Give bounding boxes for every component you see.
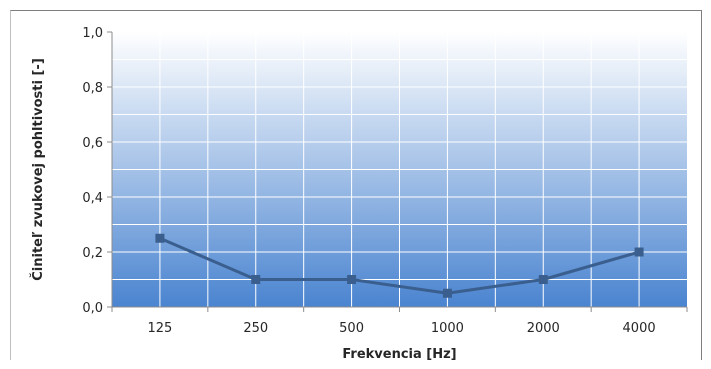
data-point-marker (538, 275, 548, 284)
x-tick-label: 1000 (431, 321, 464, 336)
x-axis-title: Frekvencia [Hz] (342, 347, 456, 362)
data-point-marker (155, 233, 165, 243)
y-tick-label: 0,2 (82, 246, 103, 261)
y-axis-title: Činiteľ zvukovej pohltivosti [-] (30, 58, 46, 281)
axes (107, 31, 688, 312)
y-tick-label: 1,0 (82, 26, 103, 41)
y-tick-label: 0,6 (82, 136, 103, 151)
data-point-marker (251, 275, 261, 284)
data-point-marker (634, 247, 644, 257)
x-tick-label: 2000 (527, 321, 560, 336)
y-tick-label: 0,0 (82, 301, 103, 316)
gridlines (112, 32, 687, 307)
tick-labels: 0,0 0,2 0,4 0,6 0,8 1,0 125 250 500 1000 2000 4000 (82, 26, 655, 336)
series-line (159, 236, 640, 295)
y-tick-label: 0,4 (82, 191, 103, 206)
x-tick-label: 500 (339, 321, 364, 336)
x-tick-label: 250 (243, 321, 268, 336)
data-point-marker (442, 288, 452, 298)
x-tick-label: 4000 (623, 321, 656, 336)
data-point-marker (347, 275, 357, 284)
x-tick-label: 125 (148, 321, 173, 336)
series (155, 233, 644, 298)
y-tick-label: 0,8 (82, 81, 103, 96)
